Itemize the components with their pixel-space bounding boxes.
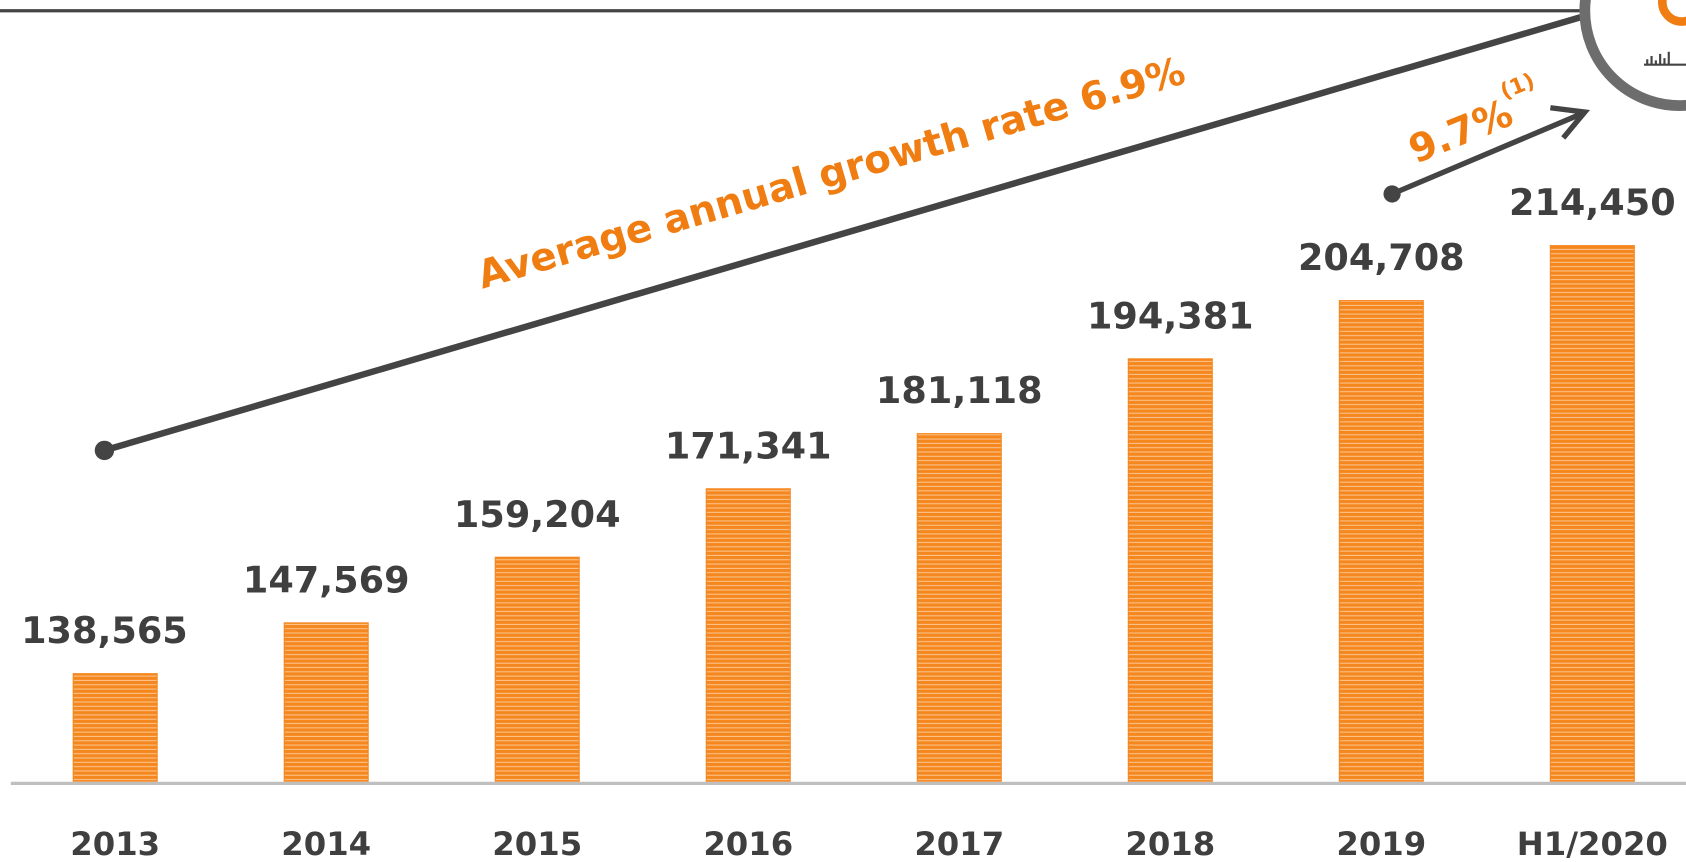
- bar: [1127, 358, 1213, 782]
- data-label: 181,118: [876, 369, 1043, 412]
- trend-arrow: [94, 14, 1582, 461]
- growth-annotation: Average annual growth rate 6.9%: [473, 49, 1191, 299]
- x-tick-label: 2019: [1336, 825, 1426, 862]
- data-label: 194,381: [1087, 294, 1254, 337]
- bar: [1338, 300, 1424, 782]
- x-tick-label: H1/2020: [1517, 825, 1668, 862]
- data-label: 138,565: [21, 609, 188, 652]
- x-tick-label: 2017: [914, 825, 1004, 862]
- data-label: 171,341: [665, 424, 832, 467]
- bar: [916, 433, 1002, 782]
- bar: [1549, 245, 1635, 782]
- data-label: 147,569: [243, 558, 410, 601]
- x-tick-label: 2015: [492, 825, 582, 862]
- data-label: 159,204: [454, 493, 621, 536]
- bar: [72, 673, 158, 782]
- x-tick-label: 2018: [1125, 825, 1215, 862]
- x-tick-label: 2016: [703, 825, 793, 862]
- icon: [1579, 0, 1686, 111]
- x-tick-label: 2014: [281, 825, 371, 862]
- bar: [283, 622, 369, 782]
- bar: [705, 488, 791, 782]
- x-tick-label: 2013: [70, 825, 160, 862]
- data-label: 204,708: [1298, 236, 1465, 279]
- data-label: 214,450: [1509, 181, 1676, 224]
- recent-arrow: [1383, 105, 1591, 203]
- footnote-ref: (1): [1497, 69, 1538, 105]
- recent-growth: 9.7%: [1403, 91, 1519, 173]
- bar: [494, 556, 580, 782]
